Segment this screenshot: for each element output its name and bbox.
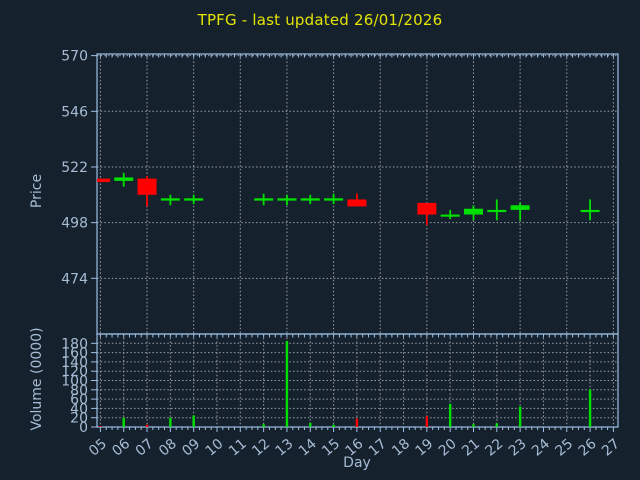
candles [97, 172, 600, 225]
day-tick-label: 08 [156, 436, 180, 460]
price-tick-label: 570 [61, 49, 88, 65]
price-tick-label: 522 [61, 160, 88, 176]
candle-body [580, 209, 600, 213]
candle-body [324, 198, 344, 201]
volume-bar-day-05 [99, 426, 102, 427]
gridlines [97, 54, 618, 427]
day-tick-label: 20 [436, 436, 460, 460]
candle-day-05 [97, 178, 110, 183]
volume-tick-label: 160 [61, 346, 88, 362]
candle-day-26 [580, 199, 600, 221]
day-tick-label: 22 [482, 436, 506, 460]
price-tick-label: 498 [61, 216, 88, 232]
day-tick-label: 14 [296, 436, 320, 460]
axis-ticks [91, 54, 614, 432]
volume-bar-day-20 [448, 403, 452, 427]
chart-title: TPFG - last updated 26/01/2026 [197, 11, 443, 29]
x-axis-label: Day [343, 455, 371, 471]
day-tick-label: 25 [552, 436, 576, 460]
volume-tick-label: 180 [61, 336, 88, 352]
candle-body [184, 198, 204, 201]
day-tick-label: 18 [389, 436, 413, 460]
day-tick-label: 26 [576, 436, 600, 460]
volume-bar-day-06 [122, 417, 125, 427]
tick-labels: 5705465224984740204060801001201401601800… [61, 49, 623, 460]
candle-body [487, 209, 507, 213]
volume-tick-label: 20 [70, 411, 88, 427]
volume-bar-day-08 [169, 417, 172, 427]
candle-body [440, 214, 460, 217]
volume-bar-day-15 [332, 424, 335, 427]
volume-bar-day-22 [495, 423, 499, 427]
volume-tick-label: 0 [79, 420, 88, 436]
candle-day-19 [417, 202, 437, 225]
volume-axis-label: Volume (0000) [29, 327, 45, 431]
volume-tick-label: 100 [61, 374, 88, 390]
candle-body [463, 208, 483, 215]
day-tick-label: 24 [529, 436, 553, 460]
volume-bars [99, 340, 592, 427]
candle-day-07 [137, 176, 157, 207]
day-tick-label: 07 [133, 436, 157, 460]
volume-bar-day-26 [588, 389, 592, 427]
candle-day-06 [114, 172, 134, 187]
candle-day-21 [463, 205, 483, 221]
volume-tick-label: 140 [61, 355, 88, 371]
volume-tick-label: 40 [70, 401, 88, 417]
candle-body [417, 202, 437, 215]
volume-tick-label: 60 [70, 392, 88, 408]
day-tick-label: 06 [109, 436, 133, 460]
candle-body [254, 198, 274, 201]
volume-bar-day-21 [472, 424, 475, 427]
volume-bar-day-23 [518, 406, 522, 427]
volume-bar-day-14 [309, 422, 312, 427]
price-tick-label: 546 [61, 104, 88, 120]
day-tick-label: 27 [599, 436, 623, 460]
candle-day-08 [160, 194, 180, 206]
day-tick-label: 12 [249, 436, 273, 460]
volume-bar-day-13 [285, 340, 289, 427]
candle-body [97, 178, 110, 183]
volume-bar-day-16 [355, 418, 359, 427]
volume-bar-day-09 [192, 415, 195, 427]
day-tick-label: 10 [203, 436, 227, 460]
day-tick-label: 13 [273, 436, 297, 460]
candle-body [300, 198, 320, 201]
candle-body [160, 198, 180, 201]
candle-day-09 [184, 194, 204, 205]
candle-day-14 [300, 194, 320, 205]
candle-body [347, 199, 367, 207]
day-tick-label: 09 [179, 436, 203, 460]
candle-body [510, 205, 530, 210]
price-axis-label: Price [29, 173, 45, 209]
volume-bar-day-19 [425, 416, 429, 427]
day-tick-label: 21 [459, 436, 483, 460]
day-tick-label: 05 [86, 436, 110, 460]
candle-day-15 [324, 193, 344, 205]
volume-tick-label: 120 [61, 364, 88, 380]
day-tick-label: 11 [226, 436, 250, 460]
candle-body [277, 198, 297, 201]
candle-body [114, 177, 134, 181]
price-tick-label: 474 [61, 271, 88, 287]
volume-bar-day-12 [262, 424, 265, 427]
candle-day-16 [347, 193, 367, 207]
volume-bar-day-07 [145, 424, 149, 427]
candle-body [137, 178, 157, 195]
day-tick-label: 19 [412, 436, 436, 460]
candle-day-13 [277, 194, 297, 206]
day-tick-label: 15 [319, 436, 343, 460]
candle-day-12 [254, 193, 274, 206]
day-tick-label: 23 [506, 436, 530, 460]
volume-tick-label: 80 [70, 383, 88, 399]
candle-day-22 [487, 199, 507, 221]
candle-day-20 [440, 209, 460, 220]
candle-day-23 [510, 202, 530, 221]
